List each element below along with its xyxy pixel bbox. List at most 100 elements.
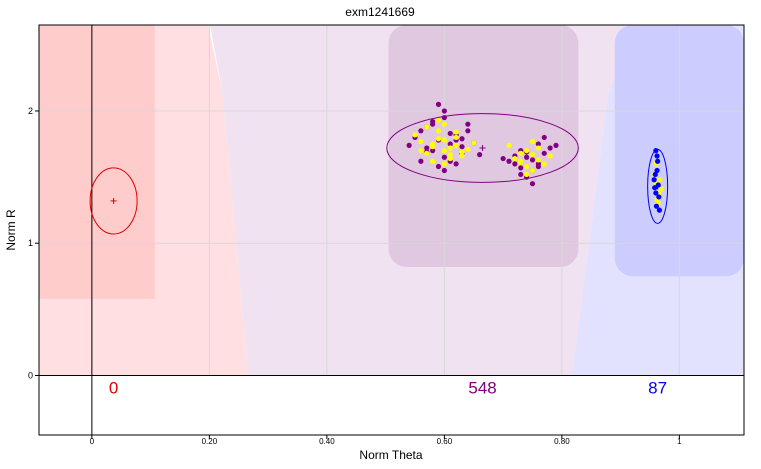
x-tick-label: 0 — [90, 437, 95, 446]
data-point — [435, 163, 442, 170]
data-point — [655, 158, 661, 164]
data-point — [441, 108, 447, 114]
x-axis-label: Norm Theta — [359, 448, 422, 462]
data-point — [465, 146, 471, 152]
data-point — [441, 121, 447, 127]
data-point — [453, 161, 459, 167]
data-point — [435, 128, 442, 134]
data-point — [459, 144, 465, 150]
data-point — [430, 118, 436, 125]
data-point — [465, 128, 471, 134]
data-point — [524, 148, 530, 154]
data-point — [430, 148, 436, 154]
data-point — [430, 158, 436, 164]
data-point — [659, 186, 665, 192]
data-point — [506, 142, 512, 148]
data-point — [441, 137, 447, 143]
cluster-count-label: 87 — [648, 378, 667, 397]
data-point — [653, 203, 660, 209]
data-point — [447, 141, 453, 147]
data-point — [547, 153, 553, 159]
data-point — [535, 157, 541, 163]
data-point — [453, 142, 459, 148]
x-tick-label: 0.20 — [202, 437, 218, 446]
data-point — [447, 155, 453, 162]
data-point — [406, 142, 412, 148]
data-point — [441, 154, 447, 160]
data-point — [459, 136, 465, 142]
data-point — [654, 153, 660, 159]
data-point — [506, 158, 512, 164]
data-point — [653, 190, 659, 196]
data-point — [553, 142, 559, 148]
data-point — [529, 152, 536, 158]
data-point — [535, 145, 541, 151]
data-point — [535, 161, 541, 167]
data-point — [418, 148, 424, 154]
data-point — [529, 181, 536, 187]
data-point — [459, 153, 465, 159]
data-point — [518, 171, 524, 178]
data-point — [541, 150, 547, 156]
data-point — [418, 138, 424, 144]
plot-border — [38, 24, 745, 436]
data-point — [418, 128, 424, 134]
data-point — [471, 140, 477, 146]
data-point — [651, 177, 657, 183]
data-point — [441, 161, 447, 167]
data-point — [657, 177, 663, 183]
data-point — [453, 129, 459, 135]
x-tick-label: 1 — [677, 437, 682, 446]
data-point — [656, 207, 663, 213]
data-point — [652, 171, 658, 178]
data-point — [424, 150, 430, 156]
data-point — [541, 161, 547, 167]
data-point — [424, 145, 430, 151]
data-point — [447, 145, 453, 151]
data-point — [447, 152, 453, 158]
chart-title: exm1241669 — [345, 5, 415, 19]
cluster-ellipse — [647, 148, 669, 224]
data-point — [465, 121, 471, 127]
data-point — [654, 167, 660, 174]
data-point — [518, 150, 524, 156]
data-point — [441, 148, 447, 154]
data-point — [535, 141, 541, 147]
data-point — [500, 155, 506, 162]
x-tick-label: 0.80 — [554, 437, 570, 446]
data-point — [541, 134, 547, 141]
plot-area: 0 548 87 0 1 2 0 0.20 0.40 0.60 0.80 1 — [28, 24, 745, 446]
y-tick-label: 0 — [28, 370, 33, 380]
data-point — [529, 167, 536, 174]
data-point — [441, 167, 447, 174]
data-point — [656, 194, 662, 200]
data-point — [518, 165, 524, 171]
cluster-region-0 — [39, 25, 155, 299]
cluster-count-label: 0 — [109, 378, 118, 397]
data-point — [435, 117, 442, 123]
data-point — [459, 149, 465, 155]
y-tick-label: 2 — [28, 106, 33, 116]
data-point — [412, 132, 418, 138]
plot-content: 0 548 87 — [39, 25, 744, 435]
data-point — [547, 145, 553, 151]
data-point — [430, 144, 436, 150]
data-point — [529, 138, 536, 144]
data-point — [477, 152, 483, 158]
cluster-ellipse — [89, 167, 138, 235]
y-axis-label: Norm R — [4, 209, 18, 251]
x-tick-label: 0.60 — [437, 437, 453, 446]
data-point — [529, 157, 536, 163]
data-point — [518, 159, 524, 166]
data-point — [424, 124, 430, 130]
data-point — [524, 171, 530, 178]
data-point — [435, 136, 442, 142]
cluster-region-1 — [388, 25, 579, 268]
x-tick-label: 0.40 — [319, 437, 335, 446]
data-point — [418, 158, 424, 164]
data-point — [512, 155, 518, 162]
data-point — [435, 101, 442, 107]
y-tick-label: 1 — [28, 238, 33, 248]
